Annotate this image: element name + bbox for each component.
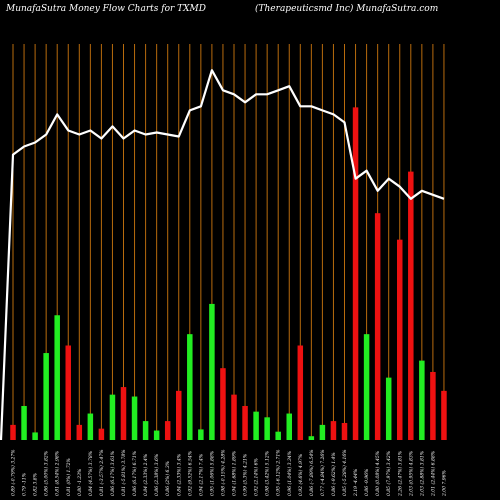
x-tick-label: 0.95 (-6.12%) 2.71% bbox=[275, 449, 282, 496]
x-tick-label: 2.01 (2.44%) 6.88% bbox=[429, 451, 436, 497]
x-tick-label: 0.84 (2.33%) 3.4% bbox=[175, 454, 182, 496]
down-bar bbox=[341, 422, 348, 440]
up-bar bbox=[319, 424, 326, 440]
up-bar bbox=[286, 413, 292, 440]
down-bar bbox=[65, 345, 71, 440]
x-tick-label: 2.03 (2.88%) 3.81% bbox=[418, 451, 425, 497]
up-bar bbox=[131, 396, 138, 440]
down-bar bbox=[220, 368, 226, 440]
x-tick-label: 0.96 (1.04%) 3.34% bbox=[286, 451, 293, 496]
up-bar bbox=[109, 394, 116, 440]
bars-group bbox=[10, 107, 447, 441]
down-bar bbox=[330, 421, 337, 440]
down-bar bbox=[120, 387, 127, 440]
up-bar bbox=[153, 430, 160, 440]
x-tick-label: 0.77 (-4.84%) 7.26% bbox=[319, 449, 326, 496]
x-tick-label: 0.98 (-0.15%) 4.28% bbox=[219, 449, 226, 496]
money-flow-line bbox=[0, 69, 445, 441]
x-tick-label: 0.92 (9.52%) 6.54% bbox=[186, 451, 193, 496]
up-bar bbox=[32, 432, 38, 440]
up-bar bbox=[54, 315, 60, 440]
down-bar bbox=[408, 171, 414, 440]
x-tick-label: 0.94 (2.17%) 7.4% bbox=[197, 454, 204, 496]
x-tick-label: 0.86 (-9.62%) 1.4% bbox=[330, 452, 337, 496]
x-tick-label: 0.99 (5.3%) 4.21% bbox=[242, 454, 249, 496]
x-tick-label: 0.86 (6.17%) 3.61% bbox=[109, 451, 116, 496]
down-bar bbox=[231, 394, 237, 440]
x-tick-label: 0.80 -1.23% bbox=[77, 469, 83, 496]
up-bar bbox=[87, 413, 94, 440]
x-tick-label: 0.84 (2.33%) 2.4% bbox=[142, 454, 149, 496]
up-bar bbox=[275, 431, 281, 440]
up-bar bbox=[43, 353, 49, 440]
down-bar bbox=[164, 421, 171, 440]
x-tick-label: 0.81 (-3.57%) 2.47% bbox=[98, 449, 105, 496]
down-bar bbox=[297, 345, 304, 440]
x-tick-label: 0.81 (-5.81%) 3.78% bbox=[120, 449, 127, 496]
x-tick-label: 0.79 -11% bbox=[22, 473, 28, 496]
up-bar bbox=[308, 436, 315, 440]
x-tick-label: 0.95 (1.06%) 5.88% bbox=[208, 451, 215, 496]
x-tick-label: 2.19 -4.44% bbox=[353, 469, 359, 497]
down-bar bbox=[441, 390, 447, 440]
x-tick-label: 0.86 (2.38%) 3.6% bbox=[153, 454, 160, 496]
x-tick-label: 0.80 (0.08%) 4.45% bbox=[374, 451, 381, 496]
x-tick-label: 0.94 (1.68%) 1.89% bbox=[231, 451, 238, 496]
x-axis-labels: 0.89 (-0.79%) 3.27% 0.79 -11% 0.82 3.8% 0.8… bbox=[10, 449, 448, 497]
x-tick-label: 0.89 (-0.79%) 3.27% bbox=[10, 449, 17, 496]
up-bar bbox=[363, 334, 370, 440]
up-bar bbox=[253, 411, 259, 440]
up-bar bbox=[142, 421, 149, 440]
chart-title-right: (Therapeuticsmd Inc) MunafaSutra.com bbox=[255, 3, 438, 14]
up-bar bbox=[419, 360, 425, 440]
up-bar bbox=[385, 377, 392, 440]
x-tick-label: 0.92 (4.6%) 4.97% bbox=[297, 454, 304, 496]
down-bar bbox=[98, 428, 105, 440]
x-tick-label: 0.92 (2.14%) 6% bbox=[253, 458, 260, 496]
up-bar bbox=[198, 429, 204, 440]
x-tick-label: 0.81 (0%) 1.72% bbox=[65, 458, 72, 496]
x-tick-label: 0.86 (6.17%) 6.71% bbox=[131, 451, 138, 496]
x-tick-label: 0.98 (3.42%) 5.12% bbox=[264, 451, 271, 496]
up-bar bbox=[187, 334, 193, 440]
down-bar bbox=[374, 213, 381, 440]
up-bar bbox=[264, 417, 270, 440]
x-tick-label: 0.86 (5.00%) 3.82% bbox=[43, 451, 50, 496]
x-tick-label: 0.82 3.8% bbox=[33, 473, 39, 496]
up-bar bbox=[209, 303, 215, 440]
x-tick-label: 0.85 (7.97%) 3.42% bbox=[385, 451, 392, 496]
x-tick-label: 0.85 (-5.28%) 4.16% bbox=[341, 449, 348, 496]
x-tick-label: 0.86 (2%) 6.3% bbox=[164, 461, 171, 496]
x-tick-label: 2.03 (0.95%) 4.83% bbox=[407, 451, 414, 497]
x-tick-label: 0.86 (-7.89%) 6.54% bbox=[308, 449, 315, 496]
down-bar bbox=[10, 424, 16, 440]
x-tick-label: 2.00 7.96% bbox=[441, 470, 447, 497]
down-bar bbox=[76, 424, 83, 440]
x-tick-label: 2.26 (2.47%) 3.81% bbox=[396, 451, 403, 497]
down-bar bbox=[397, 239, 403, 440]
down-bar bbox=[242, 405, 248, 440]
up-bar bbox=[21, 405, 27, 440]
x-tick-label: 0.84 (4.57%) 3.78% bbox=[87, 451, 94, 496]
x-tick-label: 0.86 -9.96% bbox=[364, 469, 370, 496]
x-tick-label: 0.81 (8.54%) 2.98% bbox=[54, 451, 61, 496]
down-bar bbox=[176, 390, 182, 440]
chart-title-left: MunafaSutra Money Flow Charts for TXMD bbox=[5, 4, 206, 14]
down-bar bbox=[352, 107, 359, 441]
down-bar bbox=[430, 371, 436, 440]
